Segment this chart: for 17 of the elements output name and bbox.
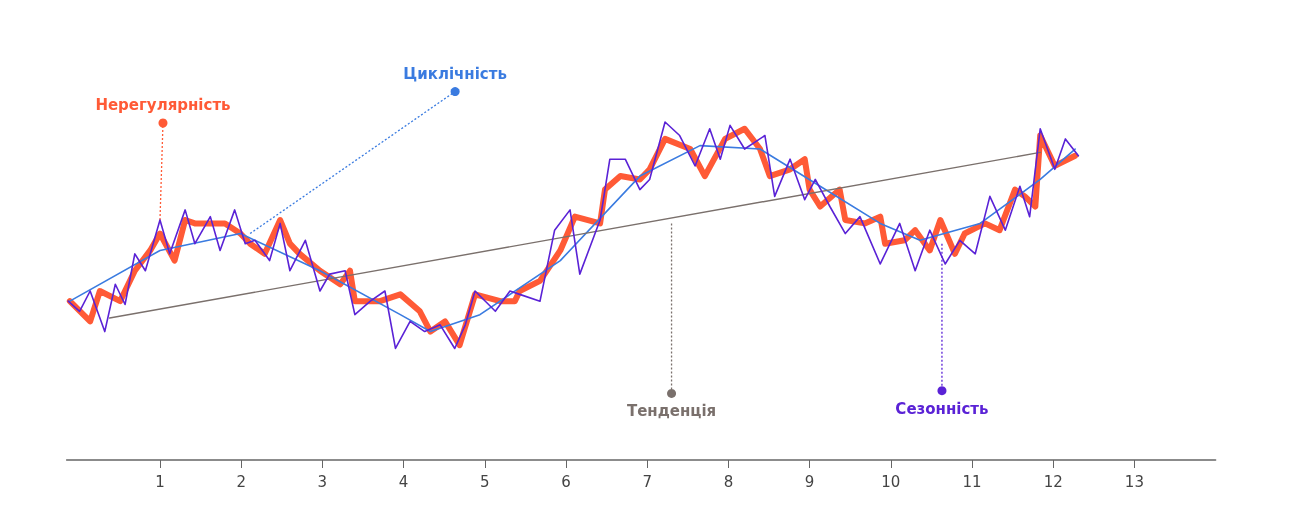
x-tick-label: 13 bbox=[1124, 472, 1144, 491]
x-tick-label: 5 bbox=[480, 472, 490, 491]
x-tick-label: 12 bbox=[1043, 472, 1063, 491]
x-tick-label: 11 bbox=[962, 472, 982, 491]
x-tick-label: 1 bbox=[155, 472, 165, 491]
annotation: Циклічність bbox=[403, 64, 507, 83]
x-tick-label: 7 bbox=[642, 472, 652, 491]
annotation: Сезонність bbox=[895, 399, 989, 418]
x-tick-label: 3 bbox=[317, 472, 328, 491]
x-tick-label: 10 bbox=[881, 472, 901, 491]
x-tick-label: 2 bbox=[236, 472, 246, 491]
x-tick-label: 4 bbox=[398, 472, 409, 491]
x-tick-label: 9 bbox=[804, 472, 815, 491]
annotation: Нерегулярність bbox=[95, 96, 231, 115]
x-tick-label: 6 bbox=[561, 472, 571, 491]
annotation: Тенденція bbox=[626, 402, 717, 421]
x-tick-label: 8 bbox=[723, 472, 734, 491]
